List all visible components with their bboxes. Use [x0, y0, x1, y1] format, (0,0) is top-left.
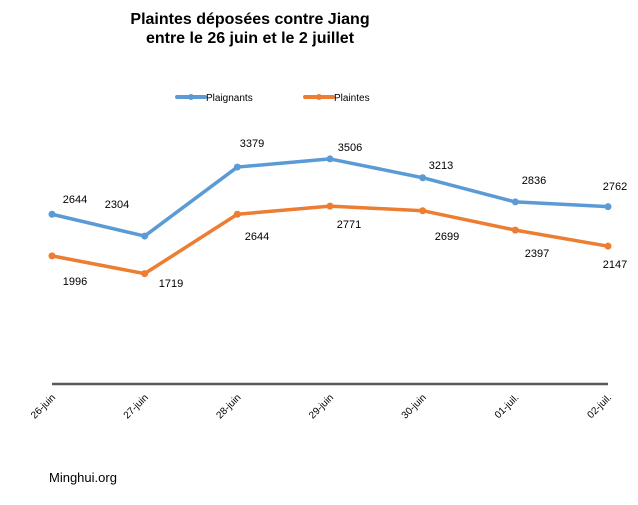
data-point: [326, 155, 334, 163]
x-tick-label: 27-juin: [122, 392, 151, 421]
chart-title: Plaintes déposées contre Jiang entre le …: [0, 10, 500, 48]
data-point: [48, 252, 56, 260]
data-label: 2762: [603, 181, 627, 193]
data-point: [419, 207, 427, 215]
data-label: 2304: [105, 199, 129, 211]
source-label: Minghui.org: [49, 470, 117, 485]
title-line-2: entre le 26 juin et le 2 juillet: [145, 30, 355, 47]
x-tick-label: 02-juil.: [586, 392, 615, 421]
data-point: [604, 242, 612, 250]
data-label: 2836: [522, 175, 546, 187]
data-label: 2699: [435, 231, 459, 243]
x-tick-label: 29-juin: [307, 392, 336, 421]
legend-marker: [316, 94, 322, 100]
data-point: [233, 163, 241, 171]
x-tick-label: 30-juin: [400, 392, 429, 421]
data-point: [141, 232, 149, 240]
data-label: 2644: [245, 231, 269, 243]
data-label: 3379: [240, 138, 264, 150]
x-tick-label: 01-juil.: [493, 392, 522, 421]
legend-label: Plaintes: [334, 93, 370, 104]
data-label: 3213: [429, 160, 453, 172]
data-point: [419, 174, 427, 182]
data-label: 1719: [159, 278, 183, 290]
series-line-plaintes: [51, 204, 609, 276]
data-point: [511, 226, 519, 234]
legend-label: Plaignants: [206, 93, 253, 104]
data-point: [604, 203, 612, 211]
title-line-1: Plaintes déposées contre Jiang: [130, 11, 370, 28]
x-tick-label: 28-juin: [214, 392, 243, 421]
data-point: [326, 202, 334, 210]
data-label: 3506: [338, 142, 362, 154]
data-label: 2147: [603, 259, 627, 271]
series-line-plaignants: [51, 157, 609, 238]
data-point: [233, 210, 241, 218]
x-tick-label: 26-juin: [29, 392, 58, 421]
data-label: 1996: [63, 276, 87, 288]
data-point: [511, 198, 519, 206]
data-label: 2644: [63, 194, 87, 206]
data-label: 2397: [525, 248, 549, 260]
data-label: 2771: [337, 219, 361, 231]
data-point: [141, 270, 149, 278]
legend-marker: [188, 94, 194, 100]
data-point: [48, 210, 56, 218]
